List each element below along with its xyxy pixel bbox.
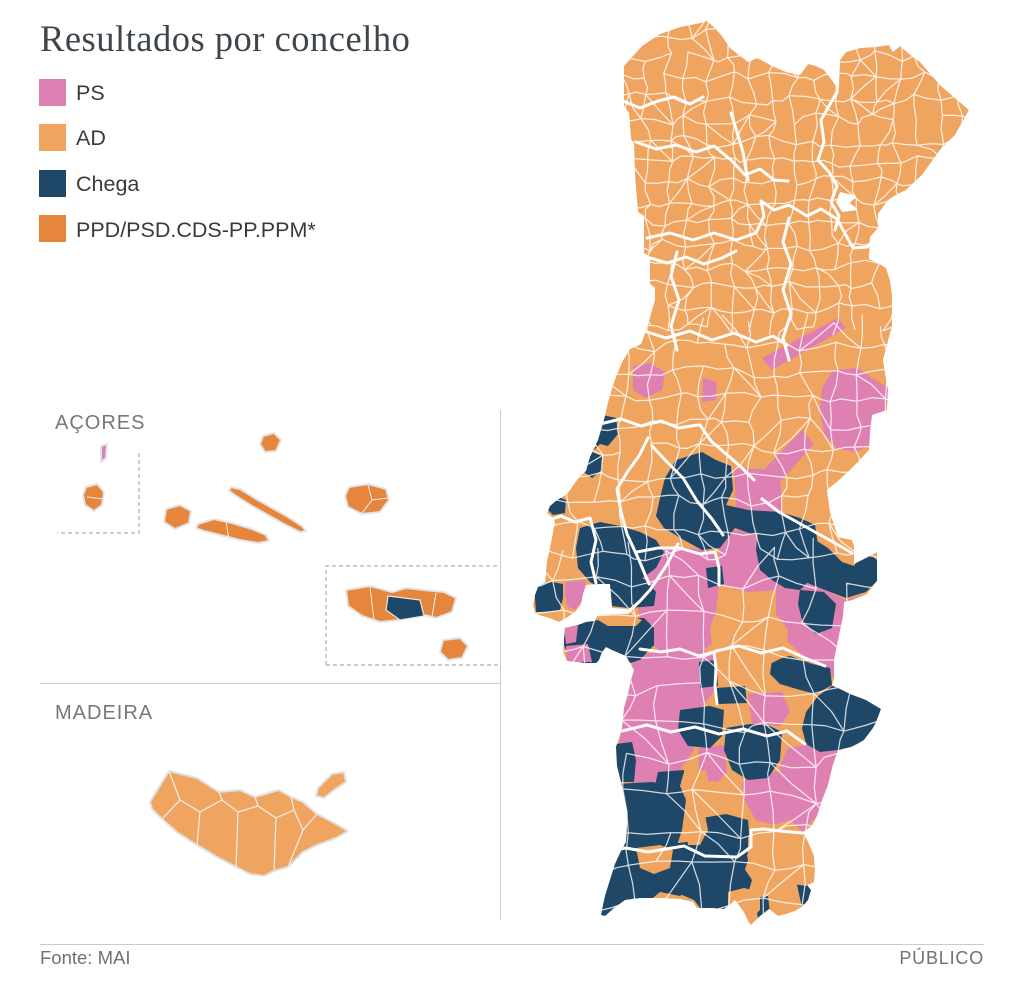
- svg-text:AD: AD: [76, 126, 106, 150]
- svg-text:AÇORES: AÇORES: [55, 412, 145, 434]
- svg-text:PPD/PSD.CDS-PP.PPM*: PPD/PSD.CDS-PP.PPM*: [76, 218, 316, 242]
- svg-text:Chega: Chega: [76, 172, 139, 196]
- svg-text:Fonte: MAI: Fonte: MAI: [40, 947, 130, 968]
- svg-text:Resultados por concelho: Resultados por concelho: [40, 18, 410, 59]
- svg-text:PÚBLICO: PÚBLICO: [899, 947, 984, 968]
- svg-text:MADEIRA: MADEIRA: [55, 702, 153, 724]
- svg-text:PS: PS: [76, 81, 105, 105]
